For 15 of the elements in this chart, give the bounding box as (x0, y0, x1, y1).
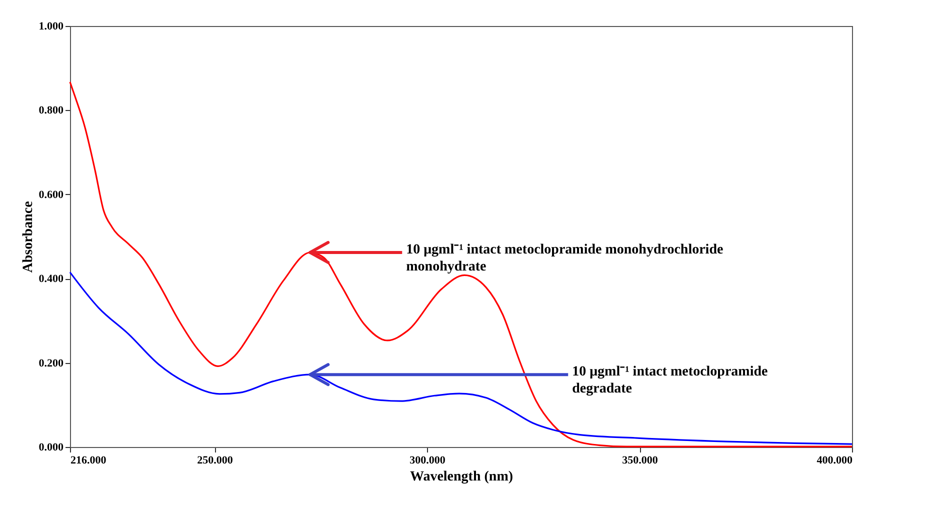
y-tick-label: 0.400 (38, 273, 64, 286)
y-tick-label: 0.200 (38, 357, 64, 370)
y-axis-title: Absorbance (20, 201, 36, 273)
x-tick-label: 300.000 (410, 454, 446, 466)
annotation: 10 μgml⁻¹ intact metoclopramide monohydrochloride monohydrate (406, 242, 724, 274)
y-tick-label: 0.600 (38, 188, 64, 201)
x-tick-label: 250.000 (197, 454, 234, 466)
annotation: 10 μgml⁻¹ intact metoclopramide degradate (572, 364, 768, 397)
x-axis-title: Wavelength (nm) (410, 470, 514, 484)
y-tick-label: 1.000 (38, 20, 64, 32)
y-tick-label: 0.800 (38, 104, 64, 117)
x-tick-label: 350.000 (622, 454, 658, 466)
y-tick-label: 0.000 (38, 442, 64, 454)
x-tick-label: 216.000 (70, 454, 107, 466)
x-tick-label: 400.000 (816, 454, 853, 466)
